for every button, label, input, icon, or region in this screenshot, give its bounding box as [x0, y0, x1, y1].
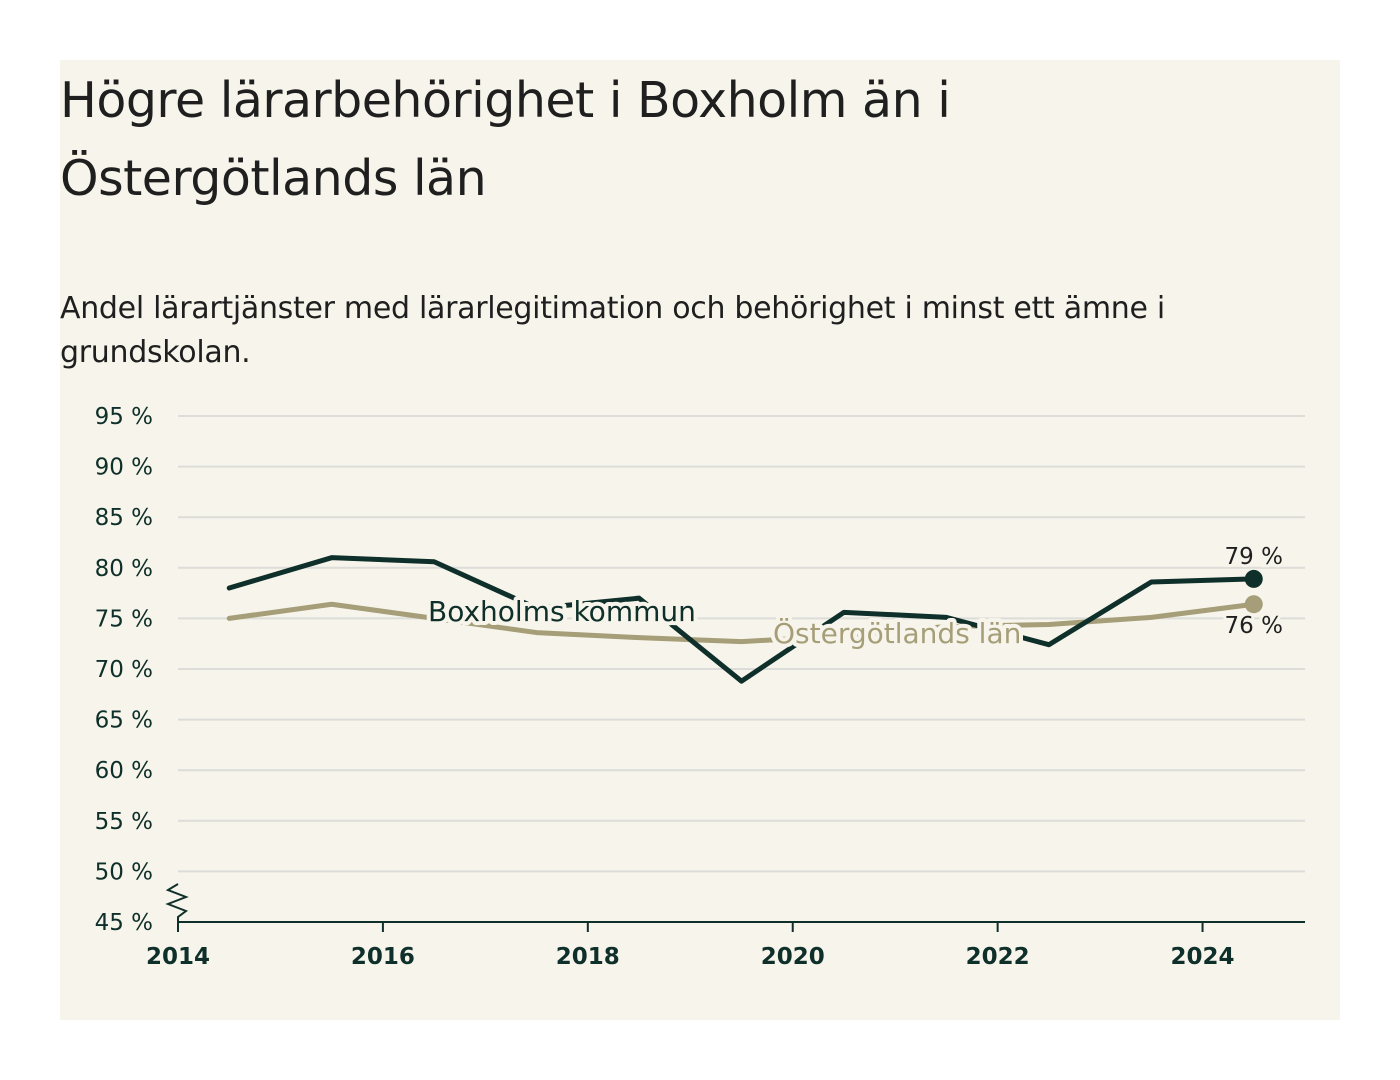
end-label-ostergotland: 76 %: [1225, 613, 1283, 639]
end-marker-boxholm: [1244, 569, 1263, 588]
y-tick-label: 45 %: [95, 910, 153, 936]
y-tick-label: 50 %: [95, 859, 153, 885]
x-tick-label: 2016: [351, 944, 415, 970]
y-tick-label: 90 %: [95, 455, 153, 481]
chart-subtitle: Andel lärartjänster med lärarlegitimatio…: [60, 291, 1165, 370]
series-label-ostergotland: Östergötlands län: [773, 616, 1021, 650]
end-marker-ostergotland: [1244, 595, 1263, 614]
end-label-boxholm: 79 %: [1225, 544, 1283, 570]
y-tick-label: 75 %: [95, 606, 153, 632]
y-tick-label: 95 %: [95, 404, 153, 430]
series-line-ostergotland: [226, 601, 1257, 645]
x-tick-label: 2018: [556, 944, 620, 970]
y-tick-label: 80 %: [95, 556, 153, 582]
series-label-boxholm: Boxholms kommun: [428, 595, 696, 628]
x-tick-label: 2022: [966, 944, 1030, 970]
y-tick-label: 60 %: [95, 758, 153, 784]
y-tick-label: 65 %: [95, 708, 153, 734]
y-tick-label: 85 %: [95, 505, 153, 531]
y-tick-label: 70 %: [95, 657, 153, 683]
x-tick-label: 2024: [1171, 944, 1235, 970]
x-tick-label: 2020: [761, 944, 825, 970]
y-tick-label: 55 %: [95, 809, 153, 835]
axis-break-icon: [165, 883, 189, 922]
series-line-boxholm: [226, 555, 1257, 684]
x-tick-label: 2014: [146, 944, 210, 970]
chart-card: [60, 60, 1340, 1020]
chart-title: Högre lärarbehörighet i Boxholm än i Öst…: [60, 72, 951, 207]
